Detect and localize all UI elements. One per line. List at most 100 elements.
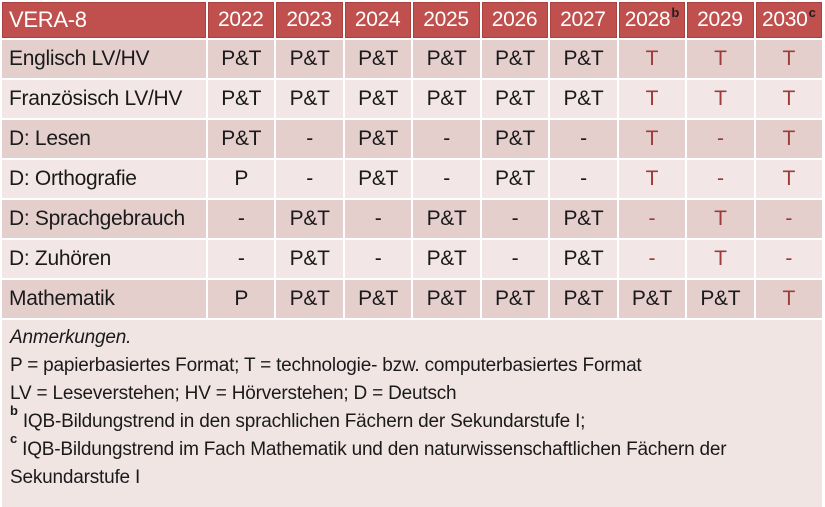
value-cell: - (276, 120, 343, 158)
value-cell: - (208, 200, 275, 238)
value-cell: T (755, 120, 822, 158)
year-label: 2030 (762, 8, 808, 31)
note-abbreviation-legend: LV = Leseverstehen; HV = Hörverstehen; D… (10, 383, 457, 404)
footnote-c-text: IQB-Bildungstrend im Fach Mathematik und… (10, 439, 727, 488)
year-label: 2026 (491, 8, 538, 31)
year-header-2028: 2028 b (618, 2, 686, 38)
footnote-b-text: IQB-Bildungstrend in den sprachlichen Fä… (22, 411, 586, 432)
value-cell: P&T (687, 280, 754, 318)
value-cell: T (687, 40, 754, 78)
value-cell: P&T (550, 280, 617, 318)
value-cell: P&T (550, 200, 617, 238)
value-cell: P&T (208, 40, 275, 78)
value-cell: T (618, 80, 686, 118)
table-title: VERA-8 (2, 2, 206, 38)
value-cell: T (755, 40, 822, 78)
year-label: 2028 (624, 8, 671, 31)
value-cell: P&T (276, 40, 343, 78)
value-cell: T (618, 120, 686, 158)
value-cell: - (755, 240, 822, 278)
year-label: 2027 (560, 8, 606, 31)
value-cell: T (755, 280, 822, 318)
value-cell: - (481, 240, 549, 278)
row-label-englisch: Englisch LV/HV (2, 40, 206, 78)
notes-heading: Anmerkungen. (10, 327, 132, 348)
value-cell: P&T (550, 80, 617, 118)
value-cell: - (413, 160, 480, 198)
value-cell: T (687, 200, 754, 238)
notes-section: Anmerkungen. P = papierbasiertes Format;… (2, 320, 822, 507)
value-cell: P&T (276, 80, 343, 118)
year-header-2022: 2022 (208, 2, 275, 38)
value-cell: P&T (208, 80, 275, 118)
value-cell: - (481, 200, 549, 238)
row-label-franzoesisch: Französisch LV/HV (2, 80, 206, 118)
value-cell: P&T (344, 40, 412, 78)
row-label-mathematik: Mathematik (2, 280, 206, 318)
value-cell: - (687, 160, 754, 198)
value-cell: - (208, 240, 275, 278)
value-cell: P&T (413, 240, 480, 278)
value-cell: P&T (481, 40, 549, 78)
value-cell: P&T (276, 240, 343, 278)
value-cell: T (687, 240, 754, 278)
row-label-d-orthografie: D: Orthografie (2, 160, 206, 198)
value-cell: P&T (413, 80, 480, 118)
value-cell: P&T (481, 80, 549, 118)
value-cell: T (618, 160, 686, 198)
value-cell: P (208, 160, 275, 198)
year-header-2024: 2024 (344, 2, 412, 38)
value-cell: P&T (276, 280, 343, 318)
value-cell: - (413, 120, 480, 158)
value-cell: P&T (344, 120, 412, 158)
year-label: 2023 (286, 8, 332, 31)
value-cell: P&T (344, 160, 412, 198)
year-header-2029: 2029 (687, 2, 754, 38)
value-cell: - (550, 160, 617, 198)
value-cell: P&T (413, 200, 480, 238)
vera8-table: VERA-8 2022 2023 2024 2025 2026 2027 202… (2, 2, 822, 318)
row-label-d-sprachgebrauch: D: Sprachgebrauch (2, 200, 206, 238)
footnote-c-marker: c (10, 430, 18, 446)
value-cell: T (618, 40, 686, 78)
row-label-d-zuhoeren: D: Zuhören (2, 240, 206, 278)
year-header-2023: 2023 (276, 2, 343, 38)
value-cell: P&T (481, 120, 549, 158)
year-header-2025: 2025 (413, 2, 480, 38)
row-label-d-lesen: D: Lesen (2, 120, 206, 158)
year-header-2027: 2027 (550, 2, 617, 38)
value-cell: - (618, 200, 686, 238)
value-cell: P (208, 280, 275, 318)
value-cell: - (618, 240, 686, 278)
value-cell: - (276, 160, 343, 198)
value-cell: P&T (413, 40, 480, 78)
year-label: 2024 (354, 8, 401, 31)
value-cell: T (687, 80, 754, 118)
value-cell: T (755, 160, 822, 198)
footnote-b: b IQB-Bildungstrend in den sprachlichen … (10, 404, 814, 436)
value-cell: P&T (276, 200, 343, 238)
value-cell: P&T (344, 80, 412, 118)
value-cell: P&T (481, 160, 549, 198)
year-label: 2025 (423, 8, 469, 31)
year-header-2030: 2030 c (755, 2, 822, 38)
value-cell: - (550, 120, 617, 158)
value-cell: P&T (550, 40, 617, 78)
note-format-legend: P = papierbasiertes Format; T = technolo… (10, 355, 642, 376)
value-cell: P&T (413, 280, 480, 318)
value-cell: P&T (208, 120, 275, 158)
footnote-c: c IQB-Bildungstrend im Fach Mathematik u… (10, 432, 814, 492)
year-label: 2022 (217, 8, 264, 31)
value-cell: - (687, 120, 754, 158)
value-cell: P&T (618, 280, 686, 318)
year-label: 2029 (697, 8, 743, 31)
value-cell: P&T (550, 240, 617, 278)
value-cell: - (344, 200, 412, 238)
value-cell: T (755, 80, 822, 118)
value-cell: P&T (344, 280, 412, 318)
year-header-2026: 2026 (481, 2, 549, 38)
value-cell: - (755, 200, 822, 238)
footnote-b-marker: b (10, 402, 18, 418)
value-cell: P&T (481, 280, 549, 318)
